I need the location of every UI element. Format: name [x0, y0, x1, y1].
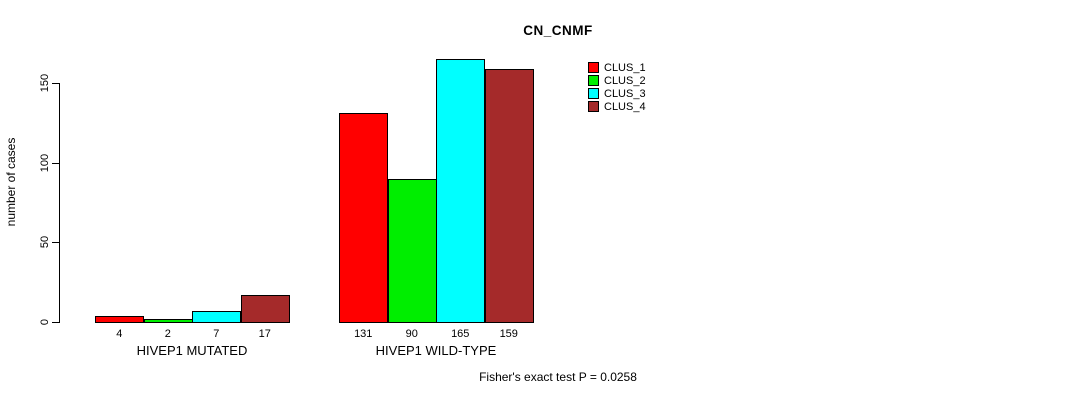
- y-axis-tick-label: 0: [39, 318, 51, 326]
- bar-value-label: 2: [164, 328, 171, 340]
- legend-label: CLUS_3: [604, 87, 646, 100]
- y-axis-label: number of cases: [4, 137, 18, 227]
- fisher-test-note: Fisher's exact test P = 0.0258: [479, 370, 637, 384]
- bar-value-label: 17: [258, 328, 271, 340]
- legend-swatch-icon: [588, 88, 599, 99]
- bar-value-label: 165: [451, 328, 470, 340]
- bar-clus_2: [143, 318, 193, 323]
- y-axis-line: [59, 83, 60, 323]
- bar-value-label: 159: [499, 328, 518, 340]
- legend-item: CLUS_2: [588, 74, 646, 87]
- bar-value-label: 131: [354, 328, 373, 340]
- bar-clus_4: [484, 68, 534, 323]
- y-axis-tick: [52, 322, 59, 323]
- bar-clus_2: [387, 178, 437, 323]
- bar-clus_3: [192, 310, 241, 323]
- chart-title: CN_CNMF: [523, 23, 593, 38]
- y-axis-tick: [52, 162, 59, 164]
- bar-value-label: 90: [405, 328, 418, 340]
- legend-item: CLUS_4: [588, 100, 646, 113]
- legend-item: CLUS_1: [588, 61, 646, 74]
- legend-label: CLUS_1: [604, 61, 646, 74]
- bar-value-label: 7: [213, 328, 220, 340]
- legend-item: CLUS_3: [588, 87, 646, 100]
- legend-label: CLUS_2: [604, 74, 646, 87]
- group-label: HIVEP1 MUTATED: [136, 343, 248, 358]
- bar-clus_3: [436, 59, 485, 323]
- y-axis-tick-label: 150: [39, 73, 51, 93]
- legend-swatch-icon: [588, 62, 599, 73]
- bar-clus_1: [339, 113, 388, 323]
- legend-swatch-icon: [588, 75, 599, 86]
- legend-label: CLUS_4: [604, 100, 646, 113]
- bar-clus_4: [240, 294, 290, 323]
- bar-value-label: 4: [116, 328, 123, 340]
- group-label: HIVEP1 WILD-TYPE: [375, 343, 497, 358]
- legend: CLUS_1 CLUS_2 CLUS_3 CLUS_4: [588, 61, 646, 113]
- y-axis-tick: [52, 242, 59, 244]
- legend-swatch-icon: [588, 101, 599, 112]
- y-axis-tick: [52, 83, 59, 84]
- y-axis-tick-label: 100: [39, 153, 51, 172]
- bar-clus_1: [95, 315, 144, 323]
- y-axis-tick-label: 50: [39, 236, 51, 249]
